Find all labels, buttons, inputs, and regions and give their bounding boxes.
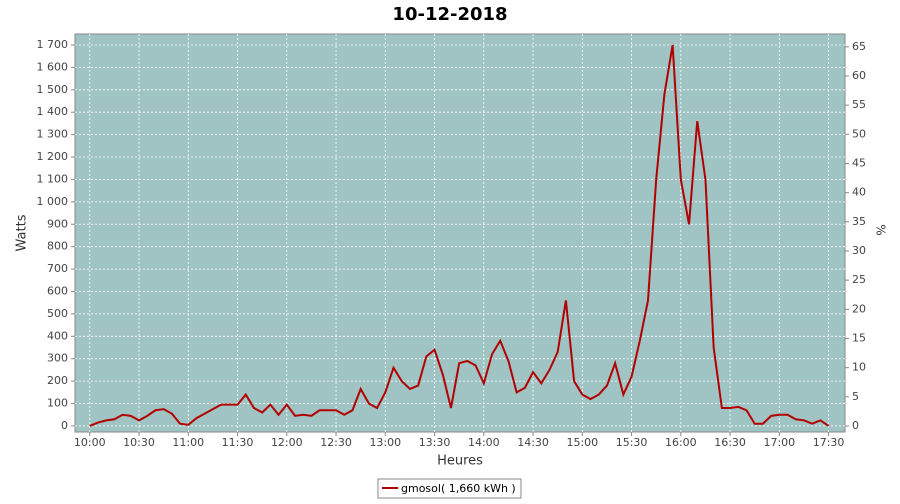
x-tick-label: 17:30 [813,436,845,449]
y-tick-label: 1 700 [37,38,69,51]
y-tick-label: 100 [47,397,68,410]
y2-tick-label: 40 [852,186,866,199]
y-tick-label: 1 500 [37,83,69,96]
y2-tick-label: 45 [852,156,866,169]
y2-tick-label: 25 [852,273,866,286]
legend-box [377,478,522,499]
y-tick-label: 500 [47,307,68,320]
y-tick-label: 1 600 [37,60,69,73]
y-tick-label: 1 300 [37,128,69,141]
y-tick-label: 400 [47,329,68,342]
y-tick-label: 600 [47,284,68,297]
y-tick-label: 900 [47,217,68,230]
x-tick-label: 14:00 [468,436,500,449]
y-tick-label: 1 400 [37,105,69,118]
y-tick-label: 300 [47,352,68,365]
y2-tick-label: 55 [852,98,866,111]
y2-axis-label: % [874,224,888,235]
x-tick-label: 13:00 [369,436,401,449]
plot-area [74,33,846,433]
y-tick-label: 1 100 [37,172,69,185]
x-tick-label: 15:00 [566,436,598,449]
x-tick-label: 10:00 [74,436,106,449]
x-tick-label: 12:00 [271,436,303,449]
y2-tick-label: 30 [852,244,866,257]
chart-title: 10-12-2018 [392,4,507,25]
y-tick-label: 200 [47,374,68,387]
y2-tick-label: 60 [852,69,866,82]
y2-tick-label: 15 [852,331,866,344]
x-axis-label: Heures [437,454,483,469]
x-tick-label: 13:30 [419,436,451,449]
x-tick-label: 11:30 [222,436,254,449]
y2-tick-label: 65 [852,40,866,53]
y2-tick-label: 35 [852,215,866,228]
y-tick-label: 0 [61,419,68,432]
x-tick-label: 16:30 [714,436,746,449]
y2-tick-label: 10 [852,361,866,374]
y-tick-label: 1 000 [37,195,69,208]
legend-label: gmosol( 1,660 kWh ) [401,482,516,495]
y-tick-label: 800 [47,240,68,253]
x-tick-label: 17:00 [763,436,795,449]
x-tick-label: 16:00 [665,436,697,449]
x-tick-label: 14:30 [517,436,549,449]
x-tick-label: 15:30 [616,436,648,449]
y-axis-label: Watts [15,214,30,251]
y2-tick-label: 20 [852,302,866,315]
x-tick-label: 10:30 [123,436,155,449]
y2-tick-label: 5 [852,390,859,403]
series-line [89,44,830,427]
y-tick-label: 1 200 [37,150,69,163]
x-tick-label: 12:30 [320,436,352,449]
y-tick-label: 700 [47,262,68,275]
y2-tick-label: 0 [852,419,859,432]
y2-tick-label: 50 [852,127,866,140]
x-tick-label: 11:00 [172,436,204,449]
